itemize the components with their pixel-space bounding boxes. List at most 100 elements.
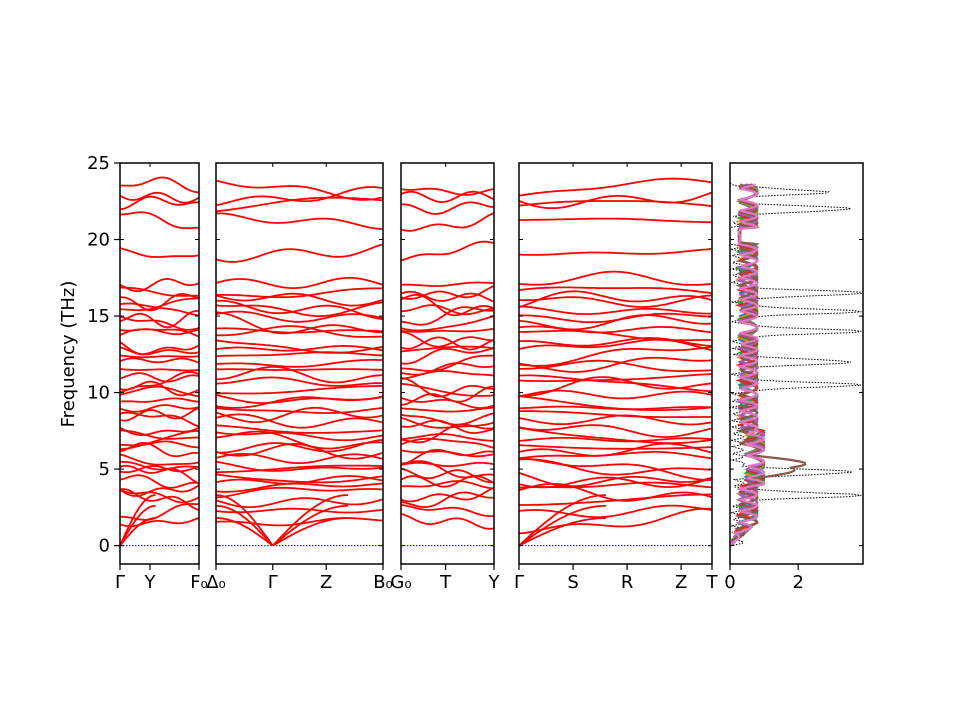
dos-x-tick-label: 2 <box>792 572 803 593</box>
y-tick-label: 0 <box>99 536 110 557</box>
band-line <box>518 507 713 535</box>
band-line <box>518 427 713 444</box>
band-line <box>216 385 383 395</box>
band-line <box>401 304 495 316</box>
band-line <box>215 196 384 213</box>
y-tick-label: 20 <box>87 230 110 251</box>
band-line <box>215 464 384 474</box>
dos-total-line <box>729 181 862 547</box>
band-line <box>518 395 713 411</box>
band-line <box>518 436 713 443</box>
band-line <box>519 312 713 324</box>
band-line <box>215 359 384 368</box>
band-line <box>518 217 713 224</box>
y-tick-label: 15 <box>87 306 110 327</box>
band-line <box>215 276 384 289</box>
band-line <box>400 330 495 348</box>
band-line <box>120 176 200 194</box>
band-line <box>119 464 200 485</box>
band-line <box>119 354 200 359</box>
band-line <box>215 497 384 508</box>
band-line <box>401 281 495 287</box>
band-line <box>400 336 495 351</box>
band-line <box>400 362 495 376</box>
band-line <box>215 368 383 371</box>
band-line <box>400 315 495 332</box>
band-line <box>119 292 200 312</box>
band-line <box>215 376 384 387</box>
band-line <box>215 311 384 335</box>
y-tick-label: 5 <box>99 459 110 480</box>
band-line <box>119 407 200 422</box>
band-line <box>119 488 200 511</box>
band-line <box>400 187 495 196</box>
band-line <box>400 285 495 300</box>
acoustic-band <box>272 504 348 547</box>
band-line <box>519 458 713 476</box>
x-tick-label: T <box>706 572 719 593</box>
x-tick-label: Z <box>675 572 687 593</box>
band-line <box>119 357 200 364</box>
band-line <box>120 429 200 440</box>
band-line <box>119 517 200 528</box>
band-line <box>119 341 200 355</box>
band-panel-frame <box>400 162 495 565</box>
x-tick-label: R <box>621 572 634 593</box>
band-line <box>215 430 384 450</box>
band-line <box>119 488 200 504</box>
dos-panel-frame <box>729 162 864 565</box>
ticks <box>114 162 863 570</box>
acoustic-band <box>518 504 606 547</box>
band-line <box>400 461 495 468</box>
band-line <box>400 328 495 333</box>
band-line <box>400 201 495 215</box>
band-line <box>216 212 384 230</box>
x-tick-label: Γ <box>514 572 524 593</box>
acoustic-band <box>272 517 348 547</box>
x-tick-label: Y <box>144 572 157 593</box>
band-line <box>215 186 384 207</box>
x-tick-label: S <box>567 572 578 593</box>
x-tick-label: Z <box>320 572 332 593</box>
band-lines <box>119 176 713 547</box>
x-tick-label: G₀ <box>390 572 411 593</box>
band-line <box>215 453 384 464</box>
band-line <box>119 328 200 336</box>
band-line <box>119 474 200 489</box>
band-line <box>519 359 712 372</box>
dos-curves <box>729 181 862 547</box>
band-line <box>518 346 713 367</box>
band-line <box>400 437 495 449</box>
band-line <box>400 377 495 398</box>
band-line <box>119 191 200 204</box>
band-line <box>400 385 494 406</box>
band-line <box>400 294 495 317</box>
band-line <box>119 411 200 428</box>
band-line <box>215 301 384 317</box>
band-line <box>215 299 384 320</box>
band-line <box>518 374 713 393</box>
band-line <box>518 286 713 294</box>
y-tick-label: 25 <box>87 153 110 174</box>
x-tick-label: Y <box>488 572 501 593</box>
band-line <box>400 449 495 458</box>
band-line <box>215 482 384 493</box>
band-line <box>519 329 712 342</box>
acoustic-band <box>272 494 348 547</box>
band-line <box>215 438 384 454</box>
band-line <box>400 433 495 442</box>
band-line <box>518 472 713 488</box>
band-line <box>119 404 200 413</box>
band-line <box>215 507 384 514</box>
y-tick-label: 10 <box>87 383 110 404</box>
acoustic-band <box>119 494 156 546</box>
band-line <box>216 287 384 299</box>
x-tick-label: Γ <box>115 572 125 593</box>
y-axis-label: Frequency (THz) <box>58 281 79 428</box>
band-line <box>518 294 713 308</box>
band-line <box>400 513 495 530</box>
band-line <box>518 177 713 197</box>
band-line <box>119 484 200 497</box>
